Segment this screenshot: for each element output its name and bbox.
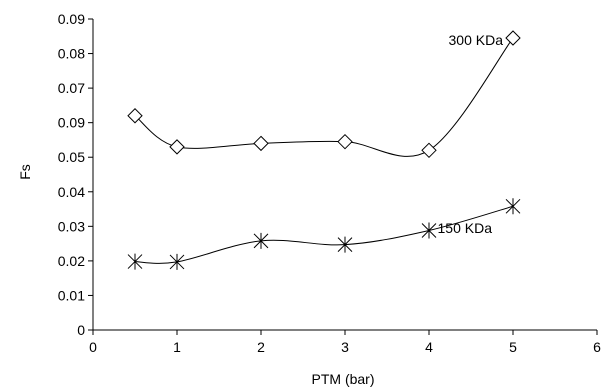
y-tick-label: 0.05 — [58, 149, 85, 165]
data-point-diamond — [505, 30, 521, 46]
x-tick-label: 6 — [593, 339, 601, 355]
data-point-diamond — [337, 133, 353, 150]
series-group — [127, 30, 521, 270]
x-axis-ticks: 0 1 2 3 4 5 6 — [89, 330, 601, 355]
y-tick-label: 0.01 — [58, 287, 85, 303]
y-tick-label: 0.08 — [58, 46, 85, 62]
data-point-diamond — [421, 142, 437, 159]
y-tick-label: 0.07 — [58, 80, 85, 96]
x-tick-label: 4 — [425, 339, 433, 355]
data-point-diamond — [169, 139, 185, 155]
data-point-asterisk — [421, 222, 437, 239]
series-label-150kda: 150 KDa — [438, 220, 493, 236]
y-axis-label: Fs — [17, 164, 33, 180]
series-line-0 — [134, 37, 514, 157]
data-point-asterisk — [253, 232, 269, 249]
x-tick-label: 3 — [341, 339, 349, 355]
x-tick-label: 5 — [509, 339, 517, 355]
data-point-diamond — [127, 108, 143, 124]
x-axis-label: PTM (bar) — [312, 371, 375, 387]
x-tick-label: 0 — [89, 339, 97, 355]
data-point-diamond — [253, 135, 269, 152]
x-tick-label: 2 — [257, 339, 265, 355]
series-label-300kda: 300 KDa — [449, 32, 504, 48]
data-point-asterisk — [505, 198, 521, 215]
data-point-asterisk — [337, 236, 353, 253]
y-tick-label: 0.09 — [58, 11, 85, 27]
data-point-asterisk — [169, 253, 185, 270]
axes — [92, 19, 597, 331]
y-tick-label: 0.02 — [58, 253, 85, 269]
y-tick-label: 0.09 — [58, 115, 85, 131]
y-tick-label: 0.04 — [58, 184, 85, 200]
y-tick-label: 0 — [77, 322, 85, 338]
y-tick-label: 0.03 — [58, 218, 85, 234]
y-axis-ticks: 0 0.01 0.02 0.03 0.04 0.05 0.09 0.07 0.08 0.09 — [58, 11, 93, 338]
x-tick-label: 1 — [173, 339, 181, 355]
data-point-asterisk — [127, 253, 143, 270]
